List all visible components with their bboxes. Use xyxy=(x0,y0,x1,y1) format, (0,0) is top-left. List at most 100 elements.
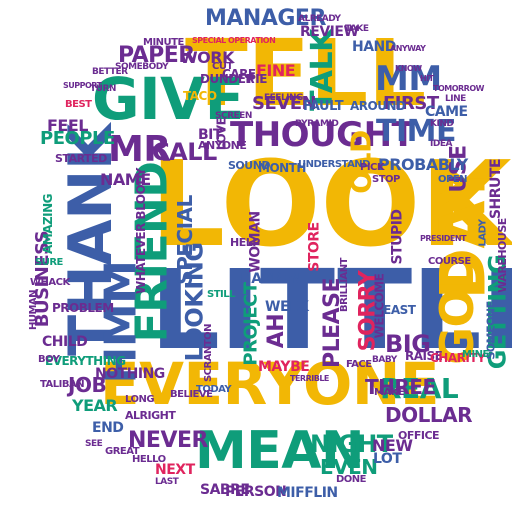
word-real: REAL xyxy=(380,372,459,405)
word-call: CALL xyxy=(152,138,217,166)
word-charity: CHARITY xyxy=(430,351,486,365)
word-done: DONE xyxy=(336,474,367,485)
word-give: GIVE xyxy=(92,65,244,133)
word-came: CAME xyxy=(425,104,468,120)
word-last: LAST xyxy=(155,477,179,487)
word-best: BEST xyxy=(65,99,92,110)
word-believe: BELIEVE xyxy=(170,389,213,400)
word-dunder: DUNDER xyxy=(200,72,255,86)
word-night: NIGHT xyxy=(310,430,393,458)
word-sound: SOUND xyxy=(228,159,271,172)
word-first: FIRST xyxy=(383,93,439,114)
word-cloud-circle xyxy=(16,10,496,502)
word-face: FACE xyxy=(346,359,372,370)
word-fine: FINE xyxy=(256,61,296,80)
word-somebody: SOMEBODY xyxy=(115,62,169,72)
word-people: PEOPLE xyxy=(40,128,115,149)
word-fault: FAULT xyxy=(303,99,344,114)
word-make: MAKE xyxy=(374,387,405,398)
word-problem: PROBLEM xyxy=(52,301,114,315)
word-support: SUPPORT xyxy=(63,81,102,90)
word-ah: AH xyxy=(264,313,290,349)
word-welcome: WELCOME xyxy=(372,273,387,339)
word-terrible: TERRIBLE xyxy=(290,374,329,383)
word-mm: MM xyxy=(375,59,442,99)
word-mine: MINE xyxy=(462,349,489,360)
word-tell: TELL xyxy=(185,20,426,127)
word-work: WORK xyxy=(180,48,234,67)
word-long: LONG xyxy=(125,394,155,405)
word-mean: MEAN xyxy=(195,421,365,481)
word-least: LEAST xyxy=(376,303,416,317)
word-sabre: SABRE xyxy=(200,482,250,498)
word-time: TIME xyxy=(376,114,456,149)
word-understand: UNDERSTAND xyxy=(298,159,370,170)
word-whack: WHACK xyxy=(30,277,70,288)
word-bit: BIT xyxy=(198,127,222,143)
word-manager: MANAGER xyxy=(205,6,326,31)
word-around: AROUND xyxy=(350,99,406,113)
word-year: YEAR xyxy=(72,396,118,415)
word-project: PROJECT xyxy=(240,282,262,366)
word-see: SEE xyxy=(85,439,103,449)
word-job: JOB xyxy=(68,373,107,397)
word-brilliant: BRILLIANT xyxy=(338,258,350,312)
word-already: ALREADY xyxy=(298,14,341,24)
word-great: GREAT xyxy=(105,446,140,457)
word-whatever-bloody: WHATEVER BLOODY xyxy=(133,168,148,294)
word-name: NAME xyxy=(100,170,151,189)
word-stop: STOP xyxy=(372,174,400,185)
word-special-operation: SPECIAL OPERATION xyxy=(192,36,276,45)
word-president: PRESIDENT xyxy=(420,234,466,243)
word-sure: SURE xyxy=(35,257,63,268)
word-kind: KIND xyxy=(430,119,454,129)
word-open: OPEN xyxy=(438,174,468,185)
word-warehouse: WAREHOUSE xyxy=(495,218,509,293)
word-look: LOOK xyxy=(150,135,512,273)
word-cut: CUT xyxy=(212,61,233,72)
word-week: WEEK xyxy=(265,299,309,315)
word-next: NEXT xyxy=(155,462,195,478)
word-still: STILL xyxy=(207,289,236,300)
word-baby: BABY xyxy=(372,355,397,365)
word-today: TODAY xyxy=(196,384,232,395)
word-hello: HELLO xyxy=(132,454,166,465)
word-lot: LOT xyxy=(373,451,402,467)
word-scranton: SCRANTON xyxy=(203,323,215,383)
word-everything: EVERYTHING xyxy=(45,354,126,368)
word-minute: MINUTE xyxy=(143,37,184,48)
word-maybe: MAYBE xyxy=(258,359,310,375)
word-stupid: STUPID xyxy=(389,209,406,265)
word-help: HELP xyxy=(230,236,260,249)
word-review: REVIEW xyxy=(300,24,359,40)
word-anyway: ANYWAY xyxy=(390,44,426,53)
word-started: STARTED xyxy=(55,152,107,165)
word-take: TAKE xyxy=(345,24,369,34)
word-little: LITTLE xyxy=(150,246,512,374)
word-everyone: EVERYONE xyxy=(100,350,440,418)
word-anyone: ANYONE xyxy=(198,139,247,152)
word-pick: PICK xyxy=(360,162,385,173)
word-store: STORE xyxy=(306,222,323,272)
word-mr: MR xyxy=(108,129,171,170)
word-idea: IDEA xyxy=(430,139,452,149)
word-know: KNOW xyxy=(395,64,422,73)
word-child: CHILD xyxy=(42,334,88,350)
word-office: OFFICE xyxy=(398,429,440,442)
word-pie: PIE xyxy=(247,72,267,86)
word-happen: HAPPEN xyxy=(240,271,302,287)
word-taco: TACO xyxy=(183,89,217,103)
word-hand: HAND xyxy=(352,39,396,55)
word-screen: SCREEN xyxy=(215,111,252,121)
word-alright: ALRIGHT xyxy=(125,409,176,422)
word-mifflin: MIFFLIN xyxy=(277,485,338,501)
word-god: GOD xyxy=(429,251,484,365)
word-month: MONTH xyxy=(258,161,306,175)
word-raise: RAISE xyxy=(405,349,443,363)
word-lady: LADY xyxy=(477,219,489,247)
word-probably: PROBABLY xyxy=(378,155,468,174)
word-feel: FEEL xyxy=(47,116,88,135)
word-dollar: DOLLAR xyxy=(385,403,472,427)
word-feeling: FEELING xyxy=(264,93,303,103)
